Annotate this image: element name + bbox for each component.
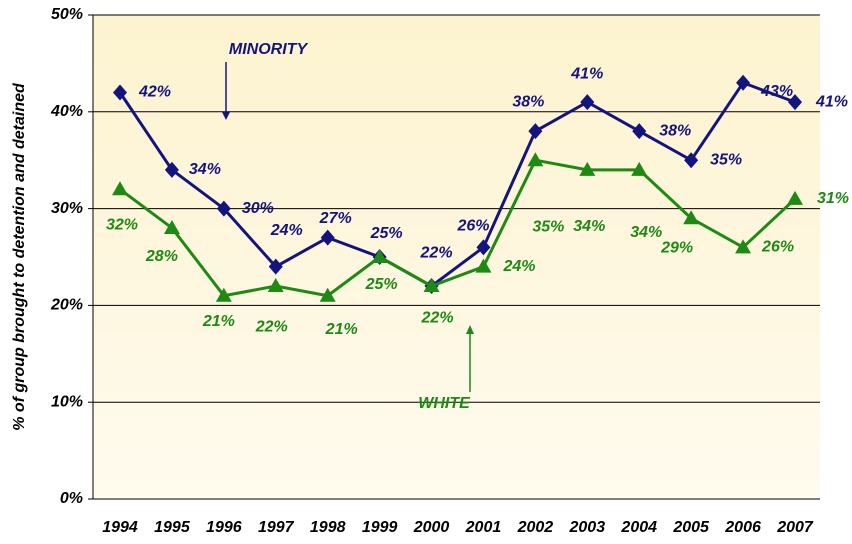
data-label: 29%	[660, 239, 693, 256]
marker	[579, 161, 596, 176]
y-tick-label: 10%	[51, 393, 83, 410]
marker	[632, 123, 647, 140]
marker	[475, 258, 492, 273]
x-tick-label: 1996	[206, 519, 242, 536]
marker	[216, 200, 231, 217]
data-label: 26%	[761, 239, 794, 256]
y-tick-label: 50%	[51, 6, 83, 23]
y-tick-label: 0%	[60, 490, 83, 507]
y-tick-label: 20%	[50, 297, 83, 314]
data-label: 24%	[270, 222, 303, 239]
data-label: 26%	[456, 218, 489, 235]
data-label: 28%	[145, 248, 178, 265]
marker	[164, 161, 179, 178]
series-line	[118, 80, 796, 288]
minority-annotation: MINORITY	[229, 41, 309, 58]
data-label: 24%	[502, 258, 535, 275]
data-label: 34%	[189, 161, 221, 178]
data-label: 32%	[106, 216, 138, 233]
marker	[787, 190, 803, 205]
x-tick-label: 2001	[465, 519, 502, 536]
marker	[163, 219, 180, 234]
x-tick-label: 2000	[413, 519, 450, 536]
marker	[528, 123, 543, 140]
marker	[683, 210, 700, 225]
y-tick-label: 30%	[51, 200, 83, 217]
marker	[319, 287, 336, 302]
white-arrowhead	[466, 325, 474, 334]
data-label: 25%	[370, 225, 403, 242]
x-tick-label: 1999	[362, 519, 398, 536]
marker	[113, 84, 127, 101]
x-tick-label: 1994	[102, 519, 138, 536]
data-label: 21%	[325, 321, 358, 338]
marker	[684, 152, 699, 169]
x-tick-label: 2007	[776, 519, 814, 536]
marker	[320, 229, 335, 246]
data-label: 38%	[512, 93, 544, 110]
marker	[476, 239, 491, 256]
x-tick-label: 2005	[672, 519, 710, 536]
marker	[423, 278, 440, 293]
x-tick-label: 2004	[620, 519, 657, 536]
data-label: 43%	[760, 83, 793, 100]
plot: 0% 10% 20% 30% 40% 50% 1994 1995 1996 1997 1998 199…	[50, 6, 849, 536]
x-tick-label: 2002	[517, 519, 554, 536]
data-label: 30%	[242, 200, 274, 217]
data-label: 41%	[815, 93, 848, 110]
marker	[215, 287, 232, 302]
data-label: 25%	[365, 276, 398, 293]
data-label: 35%	[532, 218, 564, 235]
y-axis-label: % of group brought to detention and deta…	[11, 82, 28, 431]
marker	[788, 94, 802, 111]
x-tick-label: 1997	[258, 519, 295, 536]
data-label: 22%	[420, 244, 453, 261]
data-label: 21%	[202, 313, 235, 330]
data-label: 38%	[659, 122, 691, 139]
data-label: 34%	[630, 224, 662, 241]
x-tick-label: 1998	[310, 519, 346, 536]
x-tick-label: 2006	[724, 519, 761, 536]
data-label: 35%	[710, 151, 742, 168]
series-line	[119, 158, 797, 298]
data-label: 41%	[570, 65, 603, 82]
data-label: 22%	[421, 309, 454, 326]
minority-arrowhead	[222, 112, 230, 120]
x-tick-label: 1995	[154, 519, 191, 536]
marker	[631, 161, 648, 176]
marker	[267, 278, 284, 293]
x-tick-label: 2003	[569, 519, 606, 536]
marker	[371, 249, 388, 263]
marker	[268, 258, 283, 275]
marker	[112, 181, 128, 196]
marker	[735, 239, 752, 254]
white-annotation: WHITE	[418, 395, 471, 412]
data-label: 31%	[817, 190, 849, 207]
plot-area	[93, 15, 820, 499]
data-label: 22%	[255, 318, 288, 335]
data-label: 34%	[573, 218, 605, 235]
y-tick-label: 40%	[50, 103, 83, 120]
marker	[527, 152, 544, 167]
data-label: 42%	[138, 84, 171, 101]
marker	[736, 74, 751, 91]
data-label: 27%	[319, 210, 352, 227]
marker	[580, 94, 595, 111]
